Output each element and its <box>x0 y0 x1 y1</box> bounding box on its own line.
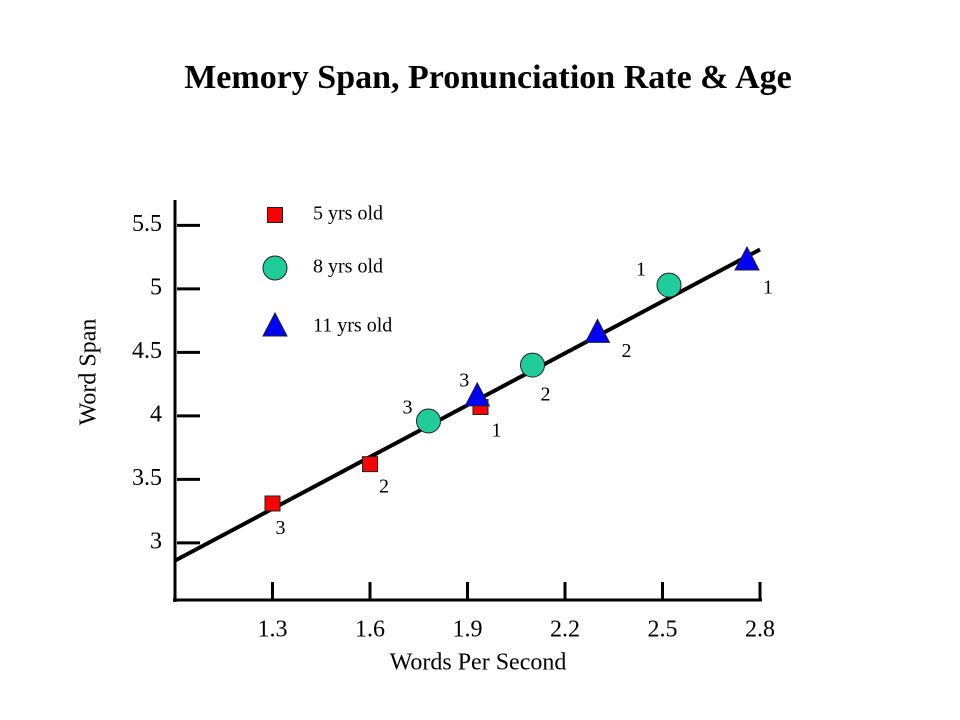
data-point <box>656 272 682 298</box>
y-tick-label: 5 <box>150 274 162 300</box>
point-label: 1 <box>763 277 773 299</box>
y-tick-label: 5.5 <box>132 211 162 237</box>
y-tick-label: 4 <box>150 401 162 427</box>
legend-label: 5 yrs old <box>313 203 383 225</box>
x-tick-label: 2.2 <box>550 617 580 643</box>
point-label: 1 <box>636 259 646 281</box>
y-axis-label: Word Span <box>76 319 102 426</box>
x-tick-label: 1.6 <box>355 617 385 643</box>
data-point <box>264 495 281 512</box>
legend-label: 8 yrs old <box>313 256 383 278</box>
point-label: 3 <box>459 369 469 391</box>
y-tick-label: 3 <box>150 528 162 554</box>
data-point <box>416 408 441 434</box>
point-label: 1 <box>492 420 502 442</box>
data-point <box>520 352 545 378</box>
x-tick-label: 1.3 <box>258 617 288 643</box>
point-label: 2 <box>541 384 551 406</box>
y-tick-label: 3.5 <box>132 465 162 491</box>
point-label: 3 <box>276 517 286 539</box>
legend-marker <box>262 255 288 281</box>
x-axis-label: Words Per Second <box>390 650 567 676</box>
data-point <box>584 318 611 343</box>
point-label: 3 <box>403 397 413 419</box>
point-label: 2 <box>379 476 389 498</box>
data-point <box>464 381 491 407</box>
data-point <box>362 456 378 473</box>
point-label: 2 <box>622 340 632 362</box>
chart-title: Memory Span, Pronunciation Rate & Age <box>184 59 792 96</box>
x-tick-label: 2.5 <box>648 617 678 643</box>
x-tick-label: 2.8 <box>745 617 775 643</box>
legend-label: 11 yrs old <box>313 315 392 337</box>
data-point <box>734 245 760 271</box>
legend-marker <box>267 207 283 223</box>
legend-marker <box>262 311 288 337</box>
x-tick-label: 1.9 <box>453 617 483 643</box>
y-tick-label: 4.5 <box>132 338 162 364</box>
